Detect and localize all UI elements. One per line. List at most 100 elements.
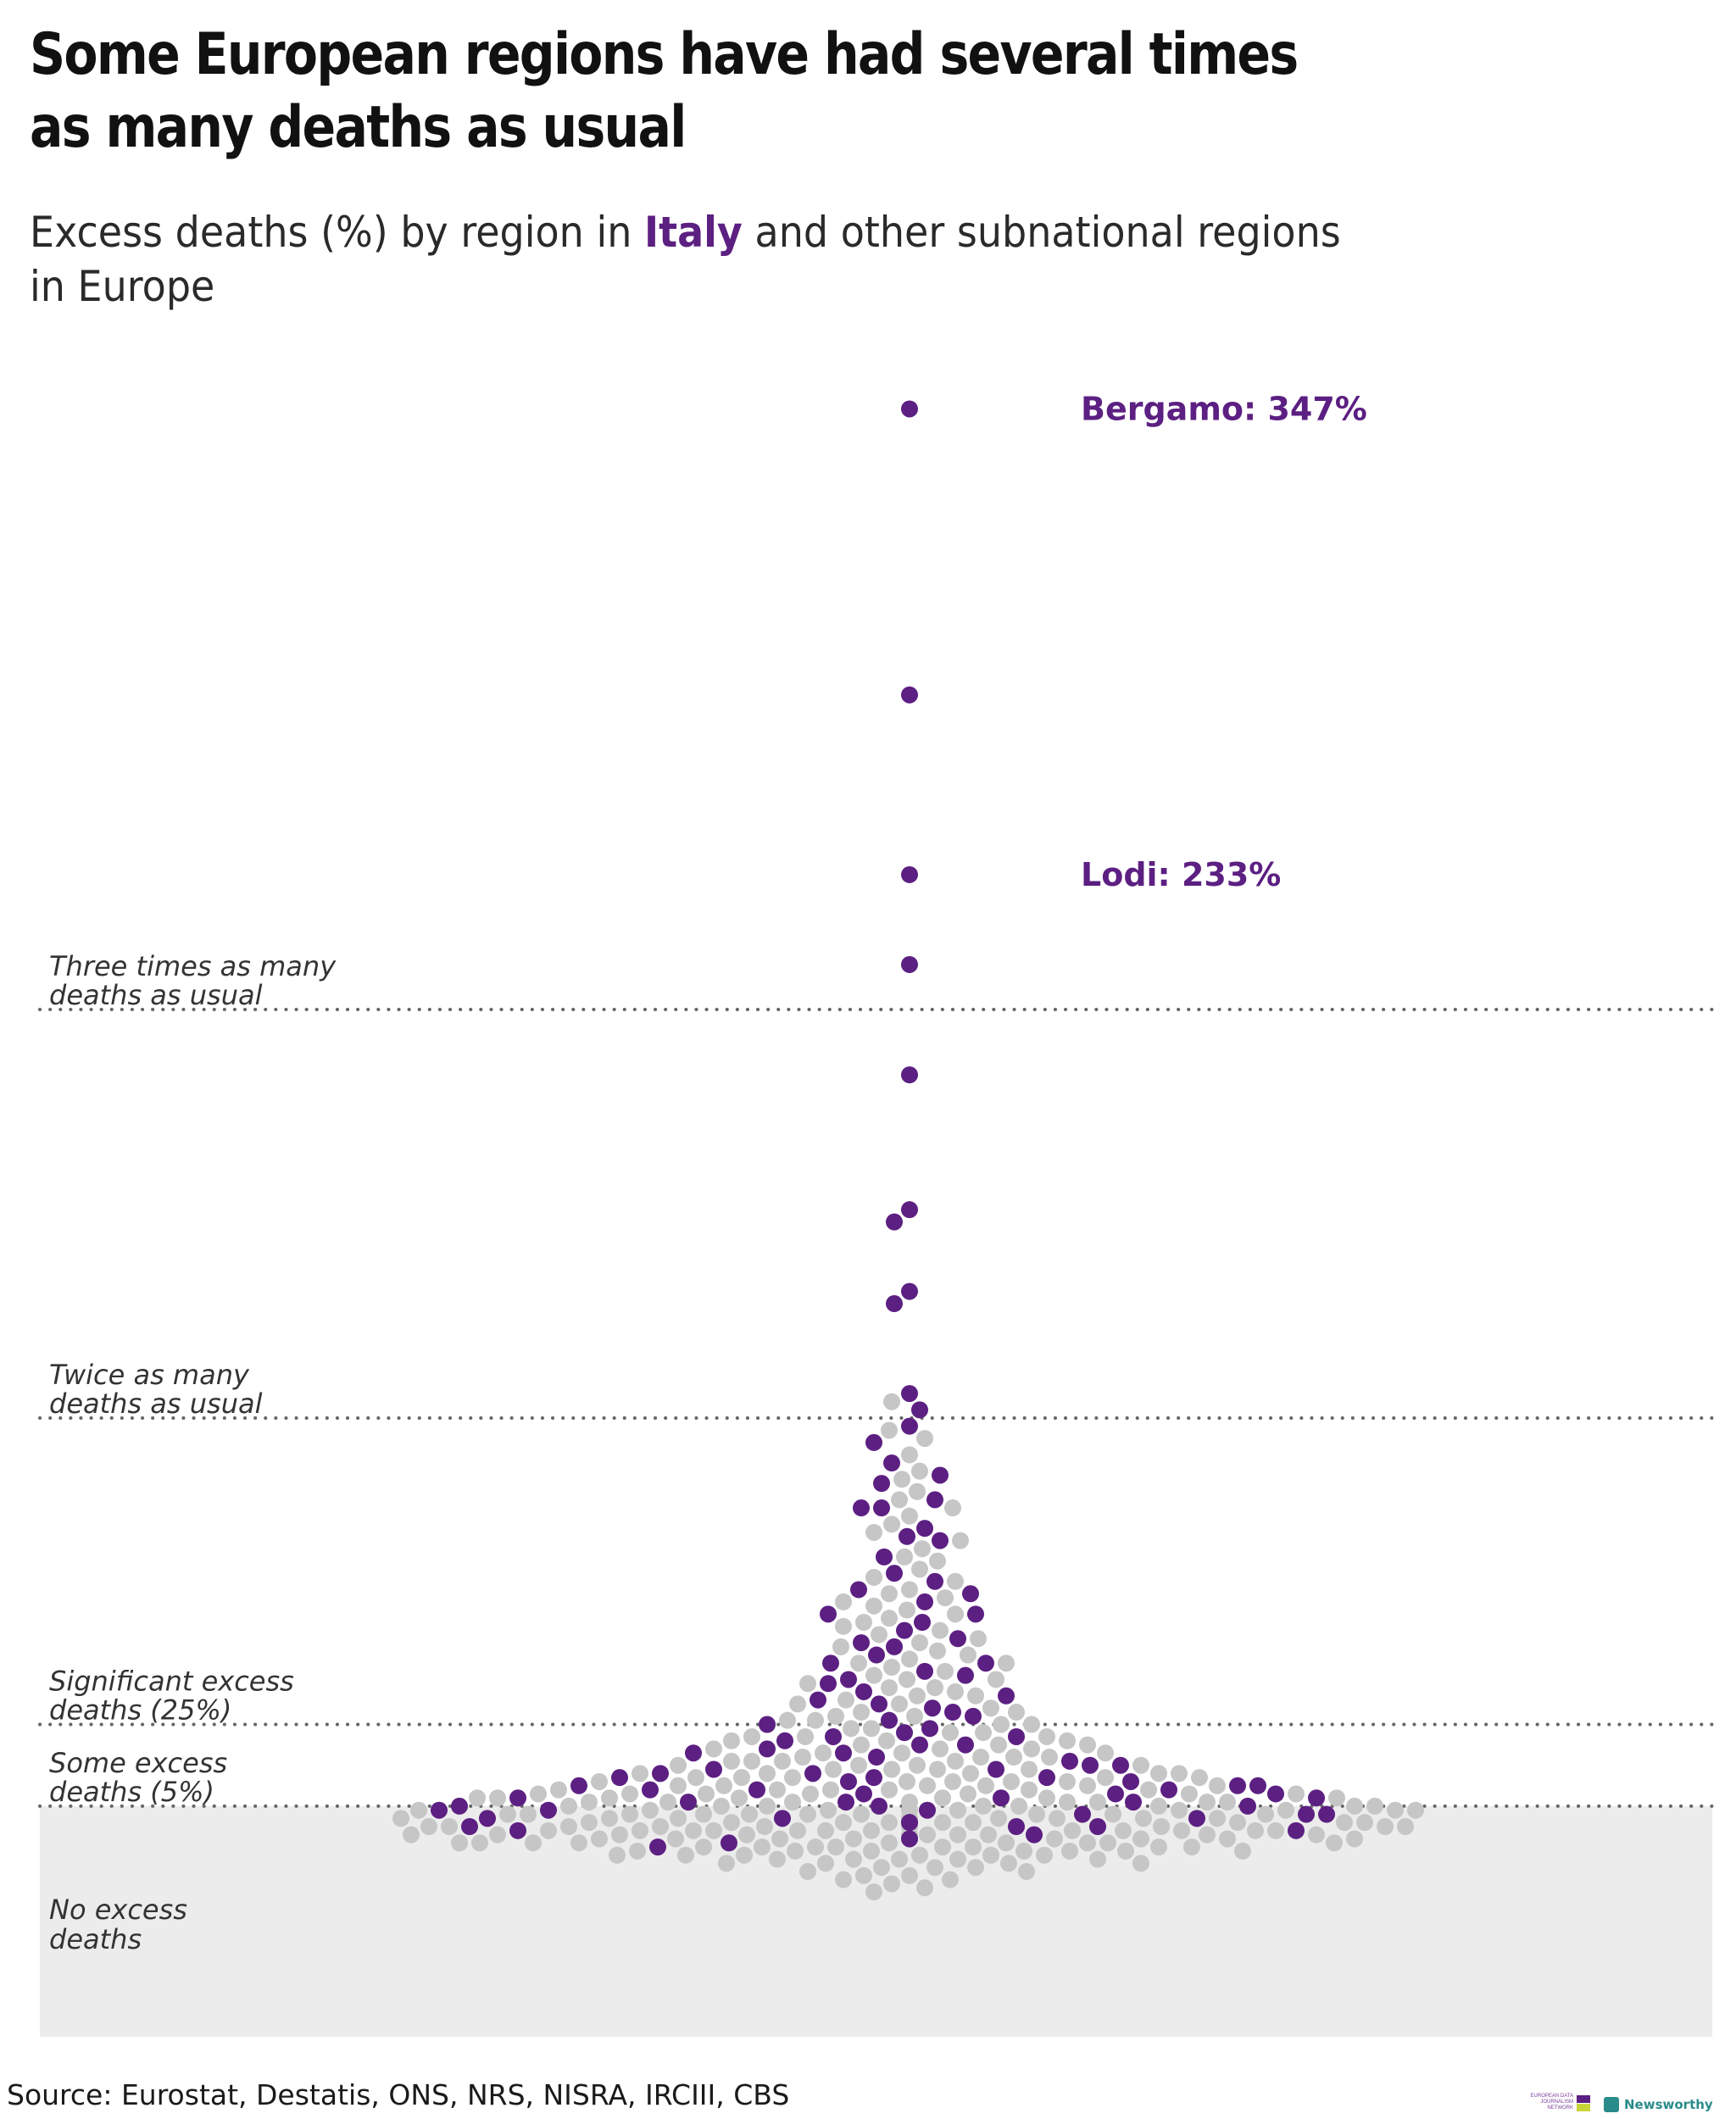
dots-layer	[392, 400, 1424, 1901]
italy-region-dot	[1188, 1810, 1205, 1827]
other-region-dot	[919, 1777, 936, 1794]
other-region-dot	[1046, 1830, 1063, 1848]
italy-region-dot	[840, 1772, 857, 1790]
italy-region-dot	[901, 1814, 918, 1832]
italy-region-dot	[871, 1695, 887, 1713]
italy-region-dot	[962, 1585, 979, 1603]
other-region-dot	[934, 1838, 951, 1856]
annotation-lodi: Lodi: 233%	[1081, 856, 1281, 893]
italy-region-dot	[540, 1801, 557, 1819]
italy-region-dot	[901, 1417, 918, 1435]
annotation-layer: Bergamo: 347% Lodi: 233%	[1081, 390, 1367, 893]
chart-title: Some European regions have had several t…	[30, 19, 1415, 164]
italy-region-dot	[685, 1744, 702, 1762]
italy-region-dot	[820, 1605, 837, 1623]
other-region-dot	[960, 1646, 976, 1664]
italy-region-dot	[886, 1295, 903, 1313]
other-region-dot	[705, 1821, 722, 1839]
italy-region-dot	[721, 1834, 737, 1852]
other-region-dot	[392, 1810, 409, 1827]
other-region-dot	[825, 1760, 842, 1778]
other-region-dot	[621, 1785, 638, 1803]
reference-label-5: Some excess	[49, 1747, 227, 1779]
other-region-dot	[1049, 1810, 1066, 1827]
other-region-dot	[982, 1846, 999, 1864]
other-region-dot	[632, 1821, 648, 1839]
other-region-dot	[403, 1826, 420, 1844]
other-region-dot	[1153, 1818, 1170, 1835]
italy-region-dot	[850, 1581, 867, 1599]
italy-region-dot	[901, 865, 918, 883]
italy-region-dot	[993, 1789, 1010, 1807]
other-region-dot	[560, 1797, 577, 1815]
other-region-dot	[949, 1850, 966, 1868]
other-region-dot	[410, 1801, 427, 1819]
other-region-dot	[731, 1789, 748, 1807]
other-region-dot	[972, 1749, 989, 1766]
italy-region-dot	[825, 1727, 842, 1745]
other-region-dot	[883, 1875, 900, 1893]
newsworthy-logo-mark	[1604, 2097, 1619, 2112]
subtitle-text-line-2: in Europe	[30, 262, 215, 311]
other-region-dot	[1328, 1789, 1345, 1807]
italy-region-dot	[949, 1630, 966, 1648]
other-region-dot	[779, 1711, 796, 1729]
other-region-dot	[1000, 1855, 1017, 1872]
other-region-dot	[677, 1846, 694, 1864]
other-region-dot	[759, 1797, 776, 1815]
other-region-dot	[980, 1826, 997, 1844]
other-region-dot	[1150, 1797, 1167, 1815]
italy-region-dot	[944, 1704, 961, 1721]
other-region-dot	[891, 1695, 908, 1713]
italy-region-dot	[705, 1760, 722, 1778]
other-region-dot	[1150, 1838, 1167, 1856]
italy-region-dot	[865, 1769, 882, 1787]
other-region-dot	[1010, 1797, 1027, 1815]
other-region-dot	[1038, 1789, 1055, 1807]
italy-region-dot	[886, 1565, 903, 1582]
italy-region-dot	[916, 1662, 933, 1680]
no-excess-band	[40, 1805, 1712, 2037]
italy-region-dot	[680, 1794, 697, 1811]
other-region-dot	[832, 1638, 849, 1655]
italy-region-dot	[570, 1777, 587, 1794]
other-region-dot	[827, 1838, 844, 1856]
reference-label-line-2-25: deaths (25%)	[49, 1694, 231, 1727]
other-region-dot	[601, 1810, 618, 1827]
italy-region-dot	[509, 1789, 526, 1807]
other-region-dot	[865, 1883, 882, 1901]
reference-label-line-2-200: deaths as usual	[49, 979, 263, 1011]
other-region-dot	[934, 1789, 951, 1807]
italy-region-dot	[901, 1066, 918, 1084]
annotation-bergamo: Bergamo: 347%	[1081, 390, 1367, 427]
other-region-dot	[982, 1699, 999, 1717]
other-region-dot	[1041, 1749, 1058, 1766]
other-region-dot	[947, 1572, 964, 1590]
italy-region-dot	[901, 1830, 918, 1848]
other-region-dot	[1064, 1821, 1081, 1839]
italy-region-dot	[965, 1707, 982, 1725]
subtitle-highlight-italy: Italy	[644, 208, 743, 257]
italy-region-dot	[1308, 1789, 1325, 1807]
other-region-dot	[949, 1801, 966, 1819]
other-region-dot	[909, 1687, 926, 1705]
italy-region-dot	[988, 1760, 1004, 1778]
italy-region-dot	[611, 1769, 628, 1787]
italy-region-dot	[451, 1797, 468, 1815]
other-region-dot	[794, 1749, 811, 1766]
other-region-dot	[799, 1805, 816, 1823]
newsworthy-logo-text: Newsworthy	[1624, 2097, 1713, 2112]
italy-region-dot	[919, 1801, 936, 1819]
other-region-dot	[937, 1589, 954, 1607]
italy-region-dot	[652, 1765, 669, 1783]
italy-region-dot	[822, 1655, 839, 1672]
other-region-dot	[901, 1446, 918, 1464]
italy-region-dot	[1008, 1727, 1025, 1745]
other-region-dot	[1219, 1794, 1236, 1811]
italy-region-dot	[1107, 1785, 1124, 1803]
other-region-dot	[685, 1821, 702, 1839]
other-region-dot	[865, 1597, 882, 1615]
other-region-dot	[975, 1797, 992, 1815]
italy-region-dot	[1061, 1752, 1078, 1770]
